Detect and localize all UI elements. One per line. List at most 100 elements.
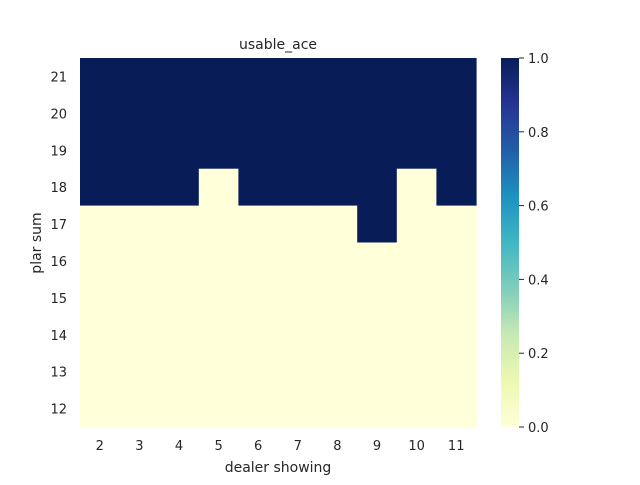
heatmap-cell bbox=[238, 390, 279, 428]
heatmap-cell bbox=[119, 316, 160, 354]
x-tick-label: 3 bbox=[135, 439, 143, 454]
x-tick-label: 9 bbox=[373, 439, 381, 454]
heatmap-cell bbox=[278, 353, 319, 391]
heatmap-cell bbox=[396, 58, 437, 96]
heatmap-cell bbox=[159, 353, 200, 391]
y-tick-labels: 21 20 19 18 17 16 15 14 13 12 bbox=[50, 70, 67, 417]
heatmap-cell bbox=[198, 131, 239, 170]
heatmap-cell bbox=[198, 390, 239, 428]
heatmap-cell bbox=[159, 131, 200, 170]
heatmap-cell bbox=[80, 390, 121, 428]
heatmap-cell bbox=[317, 279, 358, 317]
colorbar-tick-label: 0.4 bbox=[528, 273, 549, 288]
heatmap-cell bbox=[238, 242, 279, 280]
heatmap-cell bbox=[119, 58, 160, 96]
heatmap-cell bbox=[396, 94, 437, 133]
heatmap-cell bbox=[159, 168, 200, 207]
heatmap-cell bbox=[119, 279, 160, 317]
heatmap-cell bbox=[396, 168, 437, 207]
x-tick-label: 4 bbox=[175, 439, 183, 454]
heatmap-cell bbox=[278, 279, 319, 317]
heatmap-cell bbox=[396, 353, 437, 391]
heatmap-cell bbox=[317, 316, 358, 354]
heatmap-cell bbox=[119, 131, 160, 170]
x-tick-label: 6 bbox=[254, 439, 262, 454]
heatmap-cell bbox=[278, 168, 319, 207]
colorbar bbox=[501, 58, 519, 427]
heatmap-cell bbox=[198, 58, 239, 96]
heatmap-cell bbox=[357, 94, 398, 133]
x-tick-label: 2 bbox=[96, 439, 104, 454]
heatmap-cell bbox=[317, 94, 358, 133]
heatmap-cell bbox=[159, 94, 200, 133]
heatmap-cell bbox=[238, 58, 279, 96]
heatmap-cell bbox=[317, 390, 358, 428]
heatmap-cell bbox=[317, 353, 358, 391]
y-tick-label: 20 bbox=[50, 107, 67, 122]
heatmap-cell bbox=[436, 131, 477, 170]
heatmap-cell bbox=[317, 131, 358, 170]
y-tick-label: 12 bbox=[50, 403, 67, 418]
heatmap-cell bbox=[238, 279, 279, 317]
colorbar-tick-label: 0.2 bbox=[528, 347, 549, 362]
y-tick-label: 21 bbox=[50, 70, 67, 85]
heatmap-cell bbox=[198, 242, 239, 280]
heatmap-cell bbox=[198, 279, 239, 317]
heatmap-cell bbox=[436, 58, 477, 96]
heatmap-cell bbox=[278, 390, 319, 428]
colorbar-tick-label: 0.0 bbox=[528, 421, 549, 436]
x-tick-label: 11 bbox=[448, 439, 465, 454]
heatmap-cell bbox=[80, 205, 121, 244]
heatmap-cell bbox=[357, 316, 398, 354]
y-tick-label: 13 bbox=[50, 366, 67, 381]
heatmap-cell bbox=[238, 168, 279, 207]
heatmap-cell bbox=[80, 94, 121, 133]
heatmap-cell bbox=[396, 279, 437, 317]
heatmap-cell bbox=[396, 131, 437, 170]
y-axis-label: plar sum bbox=[29, 212, 45, 273]
heatmap-cell bbox=[198, 353, 239, 391]
heatmap-cell bbox=[238, 205, 279, 244]
heatmap-cell bbox=[159, 242, 200, 280]
y-tick-label: 18 bbox=[50, 181, 67, 196]
heatmap-cell bbox=[317, 205, 358, 244]
y-tick-label: 19 bbox=[50, 144, 67, 159]
heatmap-cell bbox=[198, 168, 239, 207]
heatmap-cell bbox=[396, 390, 437, 428]
heatmap-cell bbox=[436, 205, 477, 244]
heatmap-cell bbox=[357, 390, 398, 428]
x-tick-label: 8 bbox=[333, 439, 341, 454]
heatmap-cell bbox=[198, 316, 239, 354]
heatmap-cell bbox=[80, 316, 121, 354]
chart-title: usable_ace bbox=[239, 37, 317, 53]
heatmap-cell bbox=[80, 353, 121, 391]
heatmap-cell bbox=[119, 168, 160, 207]
heatmap-cell bbox=[278, 316, 319, 354]
heatmap-cell bbox=[436, 279, 477, 317]
heatmap-cell bbox=[198, 94, 239, 133]
colorbar-tick-label: 0.6 bbox=[528, 200, 549, 215]
heatmap-cell bbox=[357, 353, 398, 391]
heatmap-cell bbox=[278, 131, 319, 170]
heatmap-cell bbox=[119, 353, 160, 391]
heatmap-cell bbox=[357, 242, 398, 280]
y-tick-label: 16 bbox=[50, 255, 67, 270]
heatmap-cell bbox=[238, 316, 279, 354]
heatmap-cell bbox=[357, 279, 398, 317]
heatmap-cell bbox=[396, 242, 437, 280]
x-tick-label: 10 bbox=[408, 439, 425, 454]
colorbar-tick-labels: 0.0 0.2 0.4 0.6 0.8 1.0 bbox=[519, 52, 549, 436]
heatmap-cell bbox=[119, 242, 160, 280]
heatmap-cell bbox=[238, 131, 279, 170]
heatmap-cell bbox=[278, 94, 319, 133]
heatmap-cell bbox=[80, 131, 121, 170]
heatmap-cell bbox=[357, 205, 398, 244]
heatmap-cell bbox=[159, 205, 200, 244]
heatmap-cell bbox=[238, 353, 279, 391]
heatmap-cell bbox=[80, 279, 121, 317]
heatmap-cell bbox=[436, 94, 477, 133]
heatmap-cell bbox=[119, 205, 160, 244]
y-tick-label: 17 bbox=[50, 218, 67, 233]
